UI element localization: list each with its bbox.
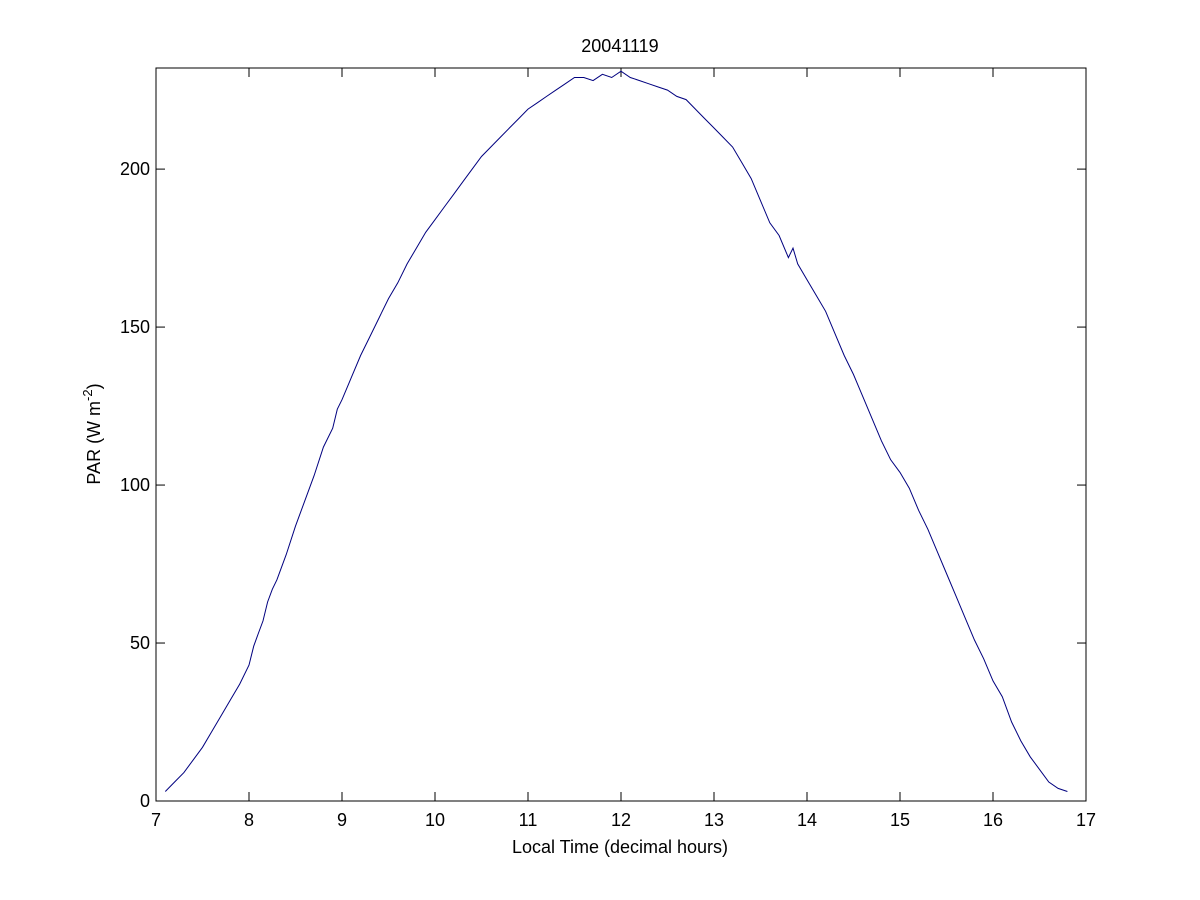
par-series-line <box>164 70 1068 792</box>
x-tick-label: 12 <box>611 810 631 830</box>
y-tick-label: 100 <box>120 475 150 495</box>
y-tick-label: 200 <box>120 159 150 179</box>
x-tick-label: 17 <box>1076 810 1096 830</box>
chart-title: 20041119 <box>581 36 658 56</box>
x-tick-label: 15 <box>890 810 910 830</box>
axis-ticks <box>155 68 1087 802</box>
axis-tick-labels: 7 8 9 10 11 12 13 14 15 16 17 0 50 100 150 200 <box>120 159 1096 830</box>
x-tick-label: 9 <box>337 810 347 830</box>
x-tick-label: 14 <box>797 810 817 830</box>
x-tick-label: 8 <box>244 810 254 830</box>
x-tick-label: 16 <box>983 810 1003 830</box>
y-tick-label: 0 <box>140 791 150 811</box>
y-axis-label-suffix: ) <box>84 383 104 389</box>
x-tick-label: 11 <box>519 810 538 830</box>
y-tick-label: 50 <box>130 633 150 653</box>
y-axis-label: PAR (W m-2) <box>80 383 104 484</box>
plot-area <box>155 67 1087 802</box>
y-axis-label-prefix: PAR (W m <box>84 401 104 485</box>
x-tick-label: 10 <box>425 810 445 830</box>
y-tick-label: 150 <box>120 317 150 337</box>
y-axis-label-superscript: -2 <box>80 389 95 401</box>
x-tick-label: 13 <box>704 810 724 830</box>
x-tick-label: 7 <box>151 810 161 830</box>
x-axis-label: Local Time (decimal hours) <box>512 837 728 857</box>
